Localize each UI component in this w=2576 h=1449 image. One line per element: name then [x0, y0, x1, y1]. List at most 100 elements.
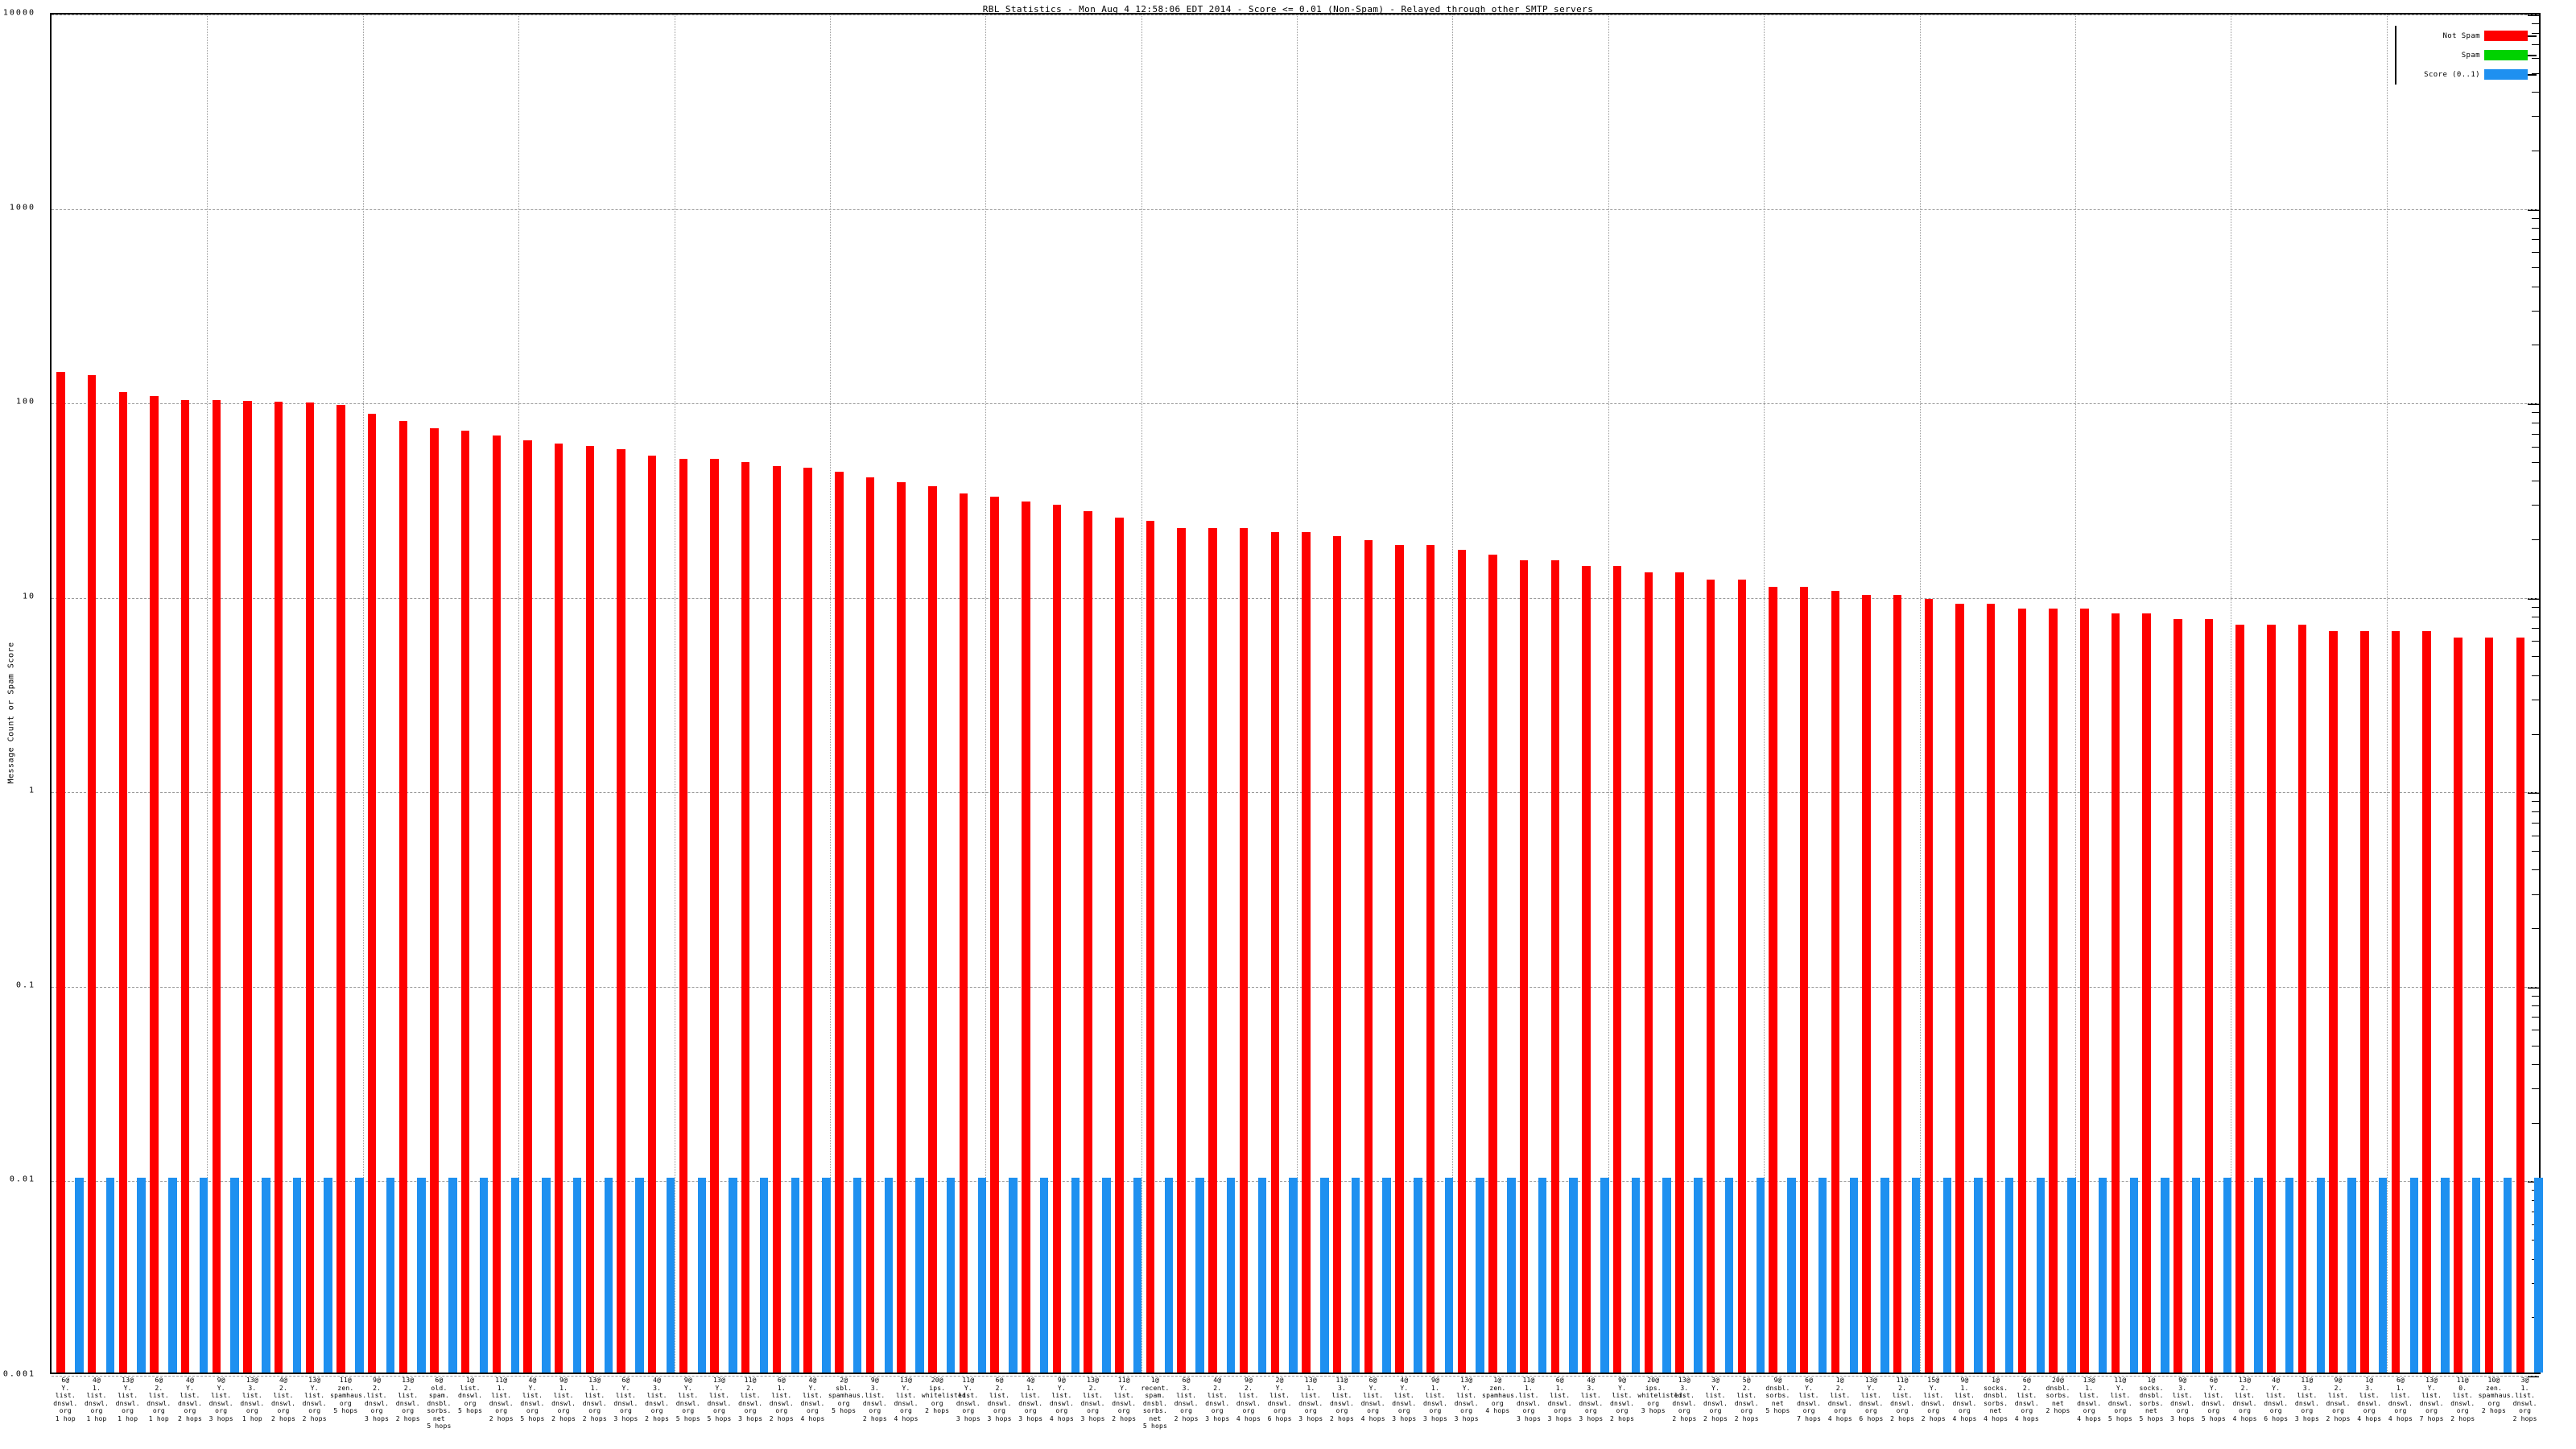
horizontal-gridline: [52, 403, 2539, 405]
bar-not-spam: [710, 458, 719, 1373]
y-axis-minor-tick: [2532, 1088, 2539, 1090]
y-axis-tick-label: 0.01: [9, 1174, 35, 1184]
vertical-gridline: [1764, 14, 1765, 1373]
bar-not-spam: [336, 404, 345, 1373]
bar-score: [2036, 1178, 2046, 1373]
y-axis-minor-tick: [2532, 928, 2539, 930]
bar-not-spam: [1737, 579, 1747, 1373]
bar-score: [791, 1178, 800, 1373]
y-axis-minor-tick: [2532, 894, 2539, 895]
horizontal-gridline: [52, 986, 2539, 988]
y-axis-tick-label: 0.1: [15, 980, 35, 990]
legend-tick: [2528, 54, 2537, 56]
x-axis-tick-label: 11@ Y. list. dnswl. org 3 hops: [956, 1377, 980, 1422]
bar-score: [884, 1178, 894, 1373]
x-axis-tick-label: 9@ 2. list. dnswl. org 4 hops: [1236, 1377, 1261, 1422]
y-axis-minor-tick: [2532, 811, 2539, 812]
legend-item: Not Spam: [2396, 29, 2537, 43]
x-axis-tick-label: 9@ 1. list. dnswl. org 3 hops: [1422, 1377, 1448, 1422]
x-axis-tick-label: 3@ Y. list. dnswl. org 2 hops: [1703, 1377, 1728, 1422]
bar-score: [1102, 1178, 1111, 1373]
bar-not-spam: [1364, 540, 1373, 1373]
bar-score: [2254, 1178, 2263, 1373]
bar-score: [1195, 1178, 1204, 1373]
x-axis-tick-label: 11@ Y. list. dnswl. org 5 hops: [2107, 1377, 2132, 1422]
x-axis-tick-label: 11@ 1. list. dnswl. org 3 hops: [1517, 1377, 1542, 1422]
bar-not-spam: [212, 400, 221, 1373]
bar-score: [977, 1178, 987, 1373]
x-axis-tick-label: 1@ socks. dnsbl. sorbs. net 5 hops: [2139, 1377, 2164, 1422]
x-axis-tick-label: 9@ Y. list. dnswl. org 2 hops: [1610, 1377, 1635, 1422]
bar-not-spam: [897, 481, 906, 1373]
bar-score: [604, 1178, 613, 1373]
x-axis-tick-label: 20@ ips. whitelisted. org 3 hops: [1637, 1377, 1686, 1414]
bar-not-spam: [1893, 594, 1902, 1373]
y-axis-minor-tick: [2532, 227, 2539, 229]
bar-not-spam: [243, 401, 252, 1373]
bar-score: [386, 1178, 395, 1373]
y-axis-major-tick: [2528, 208, 2539, 211]
bar-not-spam: [1519, 560, 1529, 1373]
legend-item: Score (0..1): [2396, 68, 2537, 81]
x-axis-tick-label: 15@ Y. list. dnswl. org 2 hops: [1921, 1377, 1946, 1422]
y-axis-major-tick: [2528, 986, 2539, 989]
x-axis-tick-label: 6@ Y. list. dnswl. org 1 hop: [53, 1377, 78, 1422]
plot-area: Not Spam Spam Score (0..1): [50, 13, 2543, 1377]
bar-not-spam: [492, 435, 502, 1373]
vertical-gridline: [1141, 14, 1142, 1373]
bar-score: [1039, 1178, 1049, 1373]
x-axis-tick-label: 11@ zen. spamhaus. org 5 hops: [330, 1377, 367, 1414]
chart-legend: Not Spam Spam Score (0..1): [2395, 26, 2537, 85]
bar-not-spam: [835, 471, 844, 1373]
x-axis-tick-label: 9@ 2. list. dnswl. org 3 hops: [365, 1377, 390, 1422]
x-axis-tick-label: 13@ 1. list. dnswl. org 2 hops: [582, 1377, 607, 1422]
bar-score: [479, 1178, 489, 1373]
bar-score: [635, 1178, 644, 1373]
bar-not-spam: [2484, 638, 2494, 1373]
x-axis-tick-label: 4@ 3. list. dnswl. org 3 hops: [1579, 1377, 1604, 1422]
horizontal-gridline: [52, 14, 2539, 15]
bar-not-spam: [1270, 531, 1279, 1373]
x-axis-tick-label: 2@ Y. list. dnswl. org 6 hops: [1267, 1377, 1292, 1422]
bar-score: [1942, 1178, 1951, 1373]
y-axis-minor-tick: [2532, 733, 2539, 735]
y-axis-minor-tick: [2532, 461, 2539, 463]
y-axis-major-tick: [2528, 14, 2539, 16]
legend-label: Spam: [2461, 51, 2480, 60]
x-axis-tick-label: 13@ 2. list. dnswl. org 2 hops: [395, 1377, 420, 1422]
x-axis-tick-label: 6@ old. spam. dnsbl. sorbs. net 5 hops: [427, 1377, 452, 1430]
bar-not-spam: [1208, 528, 1217, 1373]
bar-not-spam: [1644, 572, 1653, 1373]
bar-not-spam: [2516, 638, 2524, 1373]
horizontal-gridline: [52, 1376, 2539, 1377]
vertical-gridline: [2074, 14, 2076, 1373]
x-axis-tick-label: 20@ dnsbl. sorbs. net 2 hops: [2046, 1377, 2070, 1414]
bar-score: [1849, 1178, 1858, 1373]
bar-score: [2191, 1178, 2201, 1373]
x-axis-tick-label: 11@ 2. list. dnswl. org 2 hops: [1890, 1377, 1915, 1422]
x-axis-tick-label: 9@ Y. list. dnswl. org 4 hops: [1049, 1377, 1074, 1422]
x-axis-tick-label: 9@ dnsbl. sorbs. net 5 hops: [1765, 1377, 1790, 1414]
x-axis-tick-label: 4@ 1. list. dnswl. org 3 hops: [1018, 1377, 1043, 1422]
y-axis-minor-tick: [2532, 539, 2539, 540]
x-axis-tick-label: 4@ Y. list. dnswl. org 5 hops: [520, 1377, 545, 1422]
bar-not-spam: [1582, 566, 1591, 1373]
bar-not-spam: [1426, 545, 1435, 1373]
x-axis-tick-label: 6@ 2. list. dnswl. org 3 hops: [987, 1377, 1012, 1422]
y-axis-title: Message Count or Spam Score: [6, 642, 16, 784]
x-axis-tick-label: 13@ 2. list. dnswl. org 4 hops: [2232, 1377, 2257, 1422]
bar-not-spam: [772, 465, 782, 1373]
bar-not-spam: [2422, 630, 2431, 1373]
bar-not-spam: [2391, 630, 2401, 1373]
x-axis-tick-label: 4@ 2. list. dnswl. org 2 hops: [271, 1377, 296, 1422]
bar-score: [2004, 1178, 2014, 1373]
vertical-gridline: [1608, 14, 1609, 1373]
x-axis-tick-label: 9@ 3. list. dnswl. org 3 hops: [2170, 1377, 2195, 1422]
y-axis-major-tick: [2528, 1376, 2539, 1377]
vertical-gridline: [2386, 14, 2388, 1373]
bar-score: [2129, 1178, 2139, 1373]
bar-score: [1382, 1178, 1391, 1373]
x-axis-tick-label: 1@ zen. spamhaus. org 4 hops: [1482, 1377, 1519, 1414]
y-axis-minor-tick: [2532, 1122, 2539, 1124]
bar-not-spam: [1146, 520, 1155, 1373]
